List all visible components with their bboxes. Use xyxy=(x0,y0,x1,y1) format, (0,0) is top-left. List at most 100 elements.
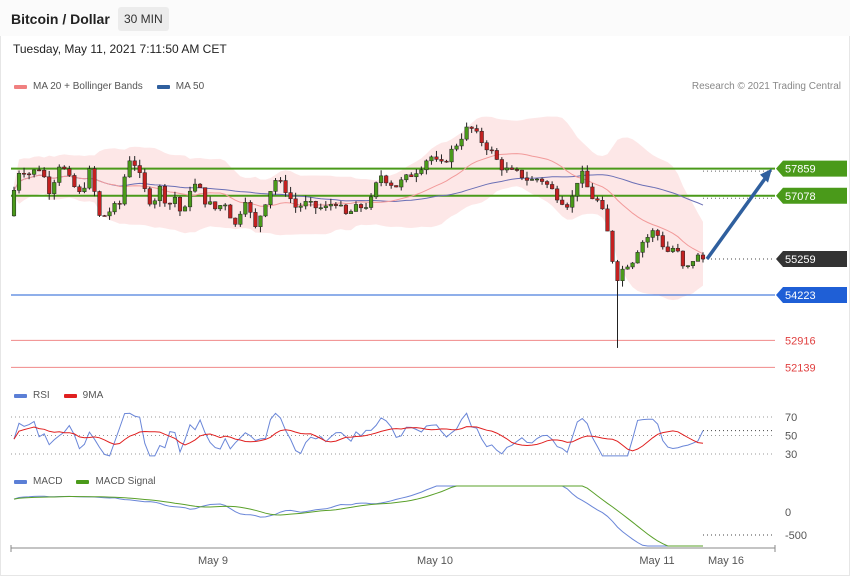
candle xyxy=(87,165,92,190)
candle-body xyxy=(82,187,87,192)
candle xyxy=(358,203,364,212)
candle-body xyxy=(92,168,97,192)
candle-body xyxy=(157,185,162,202)
candle xyxy=(489,146,494,154)
candle xyxy=(303,195,308,210)
candle-body xyxy=(484,142,489,151)
candle xyxy=(429,155,434,165)
candle xyxy=(288,186,293,204)
legend-rsi: RSI xyxy=(14,390,50,401)
level-support-4: 52916 xyxy=(11,335,816,347)
candle-body xyxy=(343,204,348,214)
candle xyxy=(610,230,615,264)
chart-header: Bitcoin / Dollar 30 MIN xyxy=(0,0,850,36)
candle xyxy=(16,170,22,194)
candle xyxy=(645,234,650,248)
candle-body xyxy=(268,191,273,205)
candle-body xyxy=(550,184,555,190)
candle-body xyxy=(434,156,439,160)
legend-macd: MACD xyxy=(14,476,62,487)
candle-body xyxy=(685,265,690,267)
candle-body xyxy=(298,205,303,208)
candle-body xyxy=(590,186,595,200)
candle xyxy=(419,166,424,176)
candle xyxy=(172,191,177,208)
candle xyxy=(157,184,162,207)
copyright-label: Research © 2021 Trading Central xyxy=(691,81,841,92)
rsi-legend: RSI 9MA xyxy=(14,390,117,401)
candle xyxy=(519,169,524,181)
candle xyxy=(449,145,454,168)
macd-signal-line xyxy=(13,485,703,547)
candle xyxy=(92,166,97,197)
candle-body xyxy=(52,182,57,194)
candle-body xyxy=(132,160,137,166)
candle-body xyxy=(182,206,188,212)
candles-group xyxy=(11,122,706,348)
candle-body xyxy=(379,175,384,183)
candle xyxy=(258,215,263,233)
candle xyxy=(595,196,600,203)
candle-body xyxy=(444,160,449,163)
candle-body xyxy=(605,208,610,232)
candle xyxy=(57,164,62,186)
candle-body xyxy=(469,126,474,129)
candle xyxy=(514,167,519,172)
candle-body xyxy=(333,204,338,206)
candle xyxy=(142,168,147,193)
candle-body xyxy=(278,180,283,182)
candle xyxy=(469,126,474,133)
candle-body xyxy=(22,173,27,175)
candle-body xyxy=(615,261,620,281)
candle xyxy=(374,181,379,200)
candle-body xyxy=(429,156,434,162)
candle xyxy=(369,193,374,210)
candle xyxy=(665,241,670,253)
candle-body xyxy=(519,169,524,179)
rsi-9ma-line xyxy=(13,426,704,452)
timeframe-badge[interactable]: 30 MIN xyxy=(118,7,169,31)
candle-body xyxy=(147,188,152,205)
candle xyxy=(308,197,313,207)
candle xyxy=(605,204,610,232)
candle-body xyxy=(369,196,374,208)
rsi-line xyxy=(13,412,704,457)
level-pivot-3: 54223 xyxy=(11,287,847,303)
candle xyxy=(273,178,278,195)
candle-body xyxy=(670,247,675,252)
candle-body xyxy=(117,203,122,205)
candle xyxy=(107,207,112,220)
candle xyxy=(570,190,575,213)
candle xyxy=(560,196,565,206)
candle xyxy=(97,190,102,217)
x-tick-label: May 9 xyxy=(198,555,228,567)
macd-swatch xyxy=(14,479,27,484)
candle-body xyxy=(213,201,218,210)
candle-body xyxy=(374,182,379,198)
bollinger-band-area xyxy=(14,116,703,301)
macd-tick-label: 0 xyxy=(785,507,791,519)
candle-body xyxy=(509,167,514,170)
candle-body xyxy=(514,169,519,171)
candle xyxy=(404,174,409,183)
candle xyxy=(187,186,193,212)
candle-body xyxy=(172,196,177,204)
candle-body xyxy=(409,174,414,178)
candle xyxy=(177,196,183,217)
level-tag xyxy=(776,187,847,204)
candle xyxy=(484,140,489,156)
candle-body xyxy=(660,235,665,248)
candle-body xyxy=(464,126,469,140)
candle xyxy=(47,170,52,200)
candle xyxy=(439,154,444,164)
candle-body xyxy=(193,183,198,192)
candle xyxy=(479,127,484,147)
candle xyxy=(72,173,77,188)
candle-body xyxy=(293,198,298,208)
candle xyxy=(182,205,188,212)
candle-body xyxy=(595,198,600,201)
candle xyxy=(102,214,107,217)
candle xyxy=(464,122,469,141)
candle xyxy=(238,211,243,227)
candle xyxy=(414,169,419,183)
